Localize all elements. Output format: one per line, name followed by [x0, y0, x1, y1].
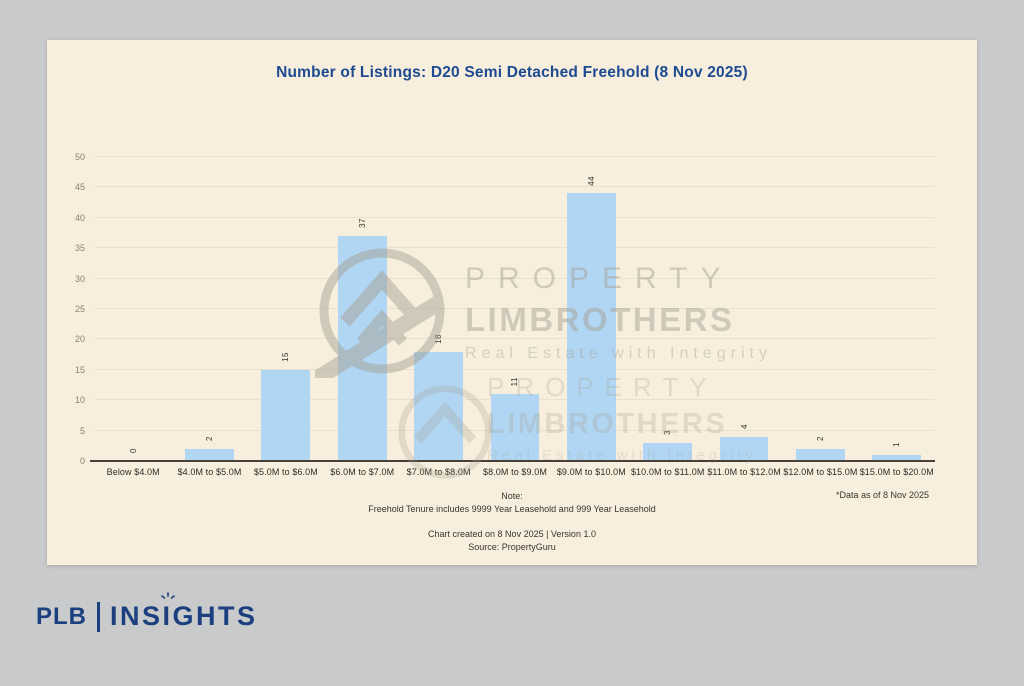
bar-series: 0 2 15 37 18 11 44 3 4 2 1 [95, 157, 935, 461]
data-as-of-note: *Data as of 8 Nov 2025 [835, 490, 929, 500]
bar-value-label-10: 1 [892, 441, 902, 447]
y-tick-35: 35 [74, 243, 85, 254]
gridline-15 [95, 368, 935, 370]
bar-6 [566, 193, 616, 461]
y-axis-labels: 0 5 10 15 20 25 30 35 40 45 50 [47, 152, 89, 466]
plb-insights-logo: PLB INSIGHTS [36, 592, 258, 632]
note-label: Note: [501, 491, 523, 501]
bar-10 [872, 454, 922, 461]
y-tick-5: 5 [79, 425, 85, 436]
x-tick-10: $15.0M to $20.0M [859, 467, 934, 477]
bar-value-label-3: 37 [357, 218, 367, 229]
bar-value-label-5: 11 [510, 376, 520, 387]
insights-wordmark: INSIGHTS [110, 592, 258, 632]
x-tick-1: $4.0M to $5.0M [177, 467, 242, 477]
gridline-35 [95, 247, 935, 249]
chart-card: Number of Listings: D20 Semi Detached Fr… [47, 40, 977, 565]
x-tick-6: $9.0M to $10.0M [556, 467, 626, 477]
bar-slot-9: 2 [782, 157, 858, 461]
plot-area: 0 2 15 37 18 11 44 3 4 2 1 [90, 156, 935, 462]
bar-slot-5: 11 [477, 157, 553, 461]
bar-slot-0: 0 [95, 157, 171, 461]
x-axis-labels: Below $4.0M $4.0M to $5.0M $5.0M to $6.0M $… [95, 467, 935, 477]
plb-wordmark: PLB [36, 602, 87, 630]
y-tick-20: 20 [74, 334, 85, 345]
y-tick-15: 15 [74, 364, 85, 375]
x-tick-9: $12.0M to $15.0M [783, 467, 858, 477]
bar-5 [490, 394, 540, 461]
bar-slot-10: 1 [859, 157, 935, 461]
logo-divider [97, 601, 100, 632]
note-block: Note: Freehold Tenure includes 9999 Year… [47, 490, 977, 554]
bar-7 [643, 442, 693, 461]
bar-2 [261, 369, 311, 461]
gridline-45 [95, 186, 935, 188]
x-axis-line [90, 460, 935, 462]
bar-slot-1: 2 [171, 157, 247, 461]
bar-slot-4: 18 [400, 157, 476, 461]
bar-slot-7: 3 [630, 157, 706, 461]
gridline-20 [95, 338, 935, 340]
lightbulb-rays-icon [161, 592, 175, 599]
bar-slot-6: 44 [553, 157, 629, 461]
bar-3 [337, 236, 387, 461]
y-tick-25: 25 [74, 304, 85, 314]
bar-value-label-9: 2 [815, 435, 825, 441]
bar-value-label-7: 3 [663, 429, 673, 435]
bar-slot-8: 4 [706, 157, 782, 461]
y-tick-50: 50 [74, 152, 85, 162]
y-tick-0: 0 [79, 456, 85, 466]
bar-value-label-1: 2 [205, 435, 215, 441]
bar-9 [795, 448, 845, 461]
source-line: Source: PropertyGuru [468, 542, 556, 552]
bar-value-label-0: 0 [128, 448, 138, 453]
y-tick-40: 40 [74, 212, 85, 223]
gridline-50 [95, 156, 935, 157]
x-tick-8: $11.0M to $12.0M [707, 467, 781, 477]
created-line: Chart created on 8 Nov 2025 | Version 1.… [428, 529, 596, 539]
x-tick-5: $8.0M to $9.0M [483, 467, 547, 477]
x-tick-7: $10.0M to $11.0M [630, 467, 705, 477]
bar-1 [185, 448, 234, 461]
bar-slot-2: 15 [248, 157, 324, 461]
note-line: Freehold Tenure includes 9999 Year Lease… [368, 504, 656, 514]
bar-4 [414, 351, 464, 461]
y-tick-10: 10 [74, 395, 85, 406]
y-tick-30: 30 [74, 273, 85, 284]
gridline-30 [95, 277, 935, 279]
gridline-25 [95, 308, 935, 309]
x-tick-2: $5.0M to $6.0M [253, 467, 318, 477]
x-tick-4: $7.0M to $8.0M [406, 467, 471, 477]
bar-value-label-6: 44 [586, 175, 596, 186]
bar-slot-3: 37 [324, 157, 400, 461]
bar-8 [719, 436, 769, 461]
bar-value-label-2: 15 [281, 351, 291, 362]
insights-text: INSIGHTS [110, 601, 258, 631]
x-tick-0: Below $4.0M [106, 467, 160, 477]
gridline-40 [95, 216, 935, 218]
x-tick-3: $6.0M to $7.0M [330, 467, 395, 477]
chart-title: Number of Listings: D20 Semi Detached Fr… [276, 64, 748, 81]
bar-value-label-8: 4 [739, 423, 749, 429]
y-tick-45: 45 [74, 182, 85, 193]
bar-value-label-4: 18 [434, 333, 444, 344]
